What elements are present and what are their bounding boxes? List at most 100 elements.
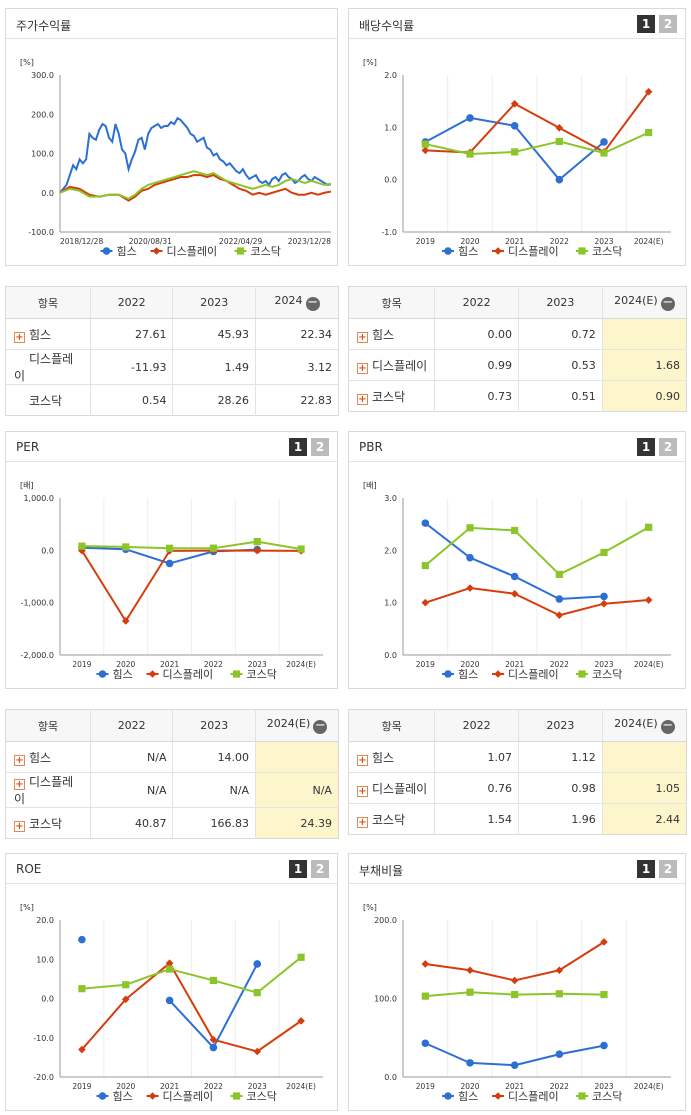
y-tick-label: 0.0: [384, 176, 397, 185]
data-point: [510, 121, 519, 130]
data-point: [555, 966, 564, 975]
expand-plus-icon[interactable]: +: [357, 754, 368, 766]
y-tick-label: 3.0: [384, 494, 397, 503]
tab-1[interactable]: 1: [637, 860, 655, 878]
y-tick-label: 300.0: [31, 71, 54, 80]
row-label-cell: + 디스플레이: [348, 772, 435, 804]
y-tick-label: 0.0: [41, 995, 54, 1004]
data-point: [78, 985, 86, 993]
y-tick-label: -100.0: [28, 228, 54, 237]
x-tick-label: 2019: [416, 660, 435, 669]
row-label-cell: + 힘스: [5, 318, 91, 350]
collapse-icon[interactable]: −: [660, 718, 675, 734]
data-point: [466, 1059, 474, 1067]
x-tick-label: 2021: [160, 660, 179, 669]
legend-label-2: 디스플레이: [508, 245, 559, 258]
series-segment: [469, 1061, 515, 1067]
legend-marker: [98, 670, 107, 678]
data-point: [466, 114, 474, 122]
data-point: [297, 953, 305, 961]
header-label: 항목: [381, 296, 402, 310]
expand-plus-icon[interactable]: +: [357, 816, 368, 828]
collapse-icon[interactable]: −: [660, 295, 675, 311]
data-point: [421, 598, 430, 607]
collapse-icon[interactable]: −: [313, 718, 328, 734]
data-point: [421, 519, 430, 527]
x-tick-label: 2019: [416, 237, 435, 246]
series-segment: [168, 999, 215, 1049]
x-tick-label: 2018/12/28: [60, 237, 103, 246]
expand-plus-icon[interactable]: +: [357, 362, 368, 374]
row-label-cell: + 코스닥: [349, 804, 435, 835]
legend-label-2: 디스플레이: [163, 1090, 214, 1103]
header-label: 2024: [274, 294, 303, 307]
series-segment: [256, 956, 302, 994]
expand-plus-icon[interactable]: +: [14, 754, 25, 766]
data-point: [645, 523, 653, 531]
tab-1[interactable]: 1: [637, 15, 655, 33]
y-tick-label: 2.0: [384, 71, 397, 80]
data-point: [555, 611, 564, 620]
tab-2[interactable]: 2: [659, 15, 677, 33]
header-label: 2023: [546, 719, 575, 732]
row-label: 코스닥: [29, 393, 63, 408]
tab-2[interactable]: 2: [659, 860, 677, 878]
expand-plus-icon[interactable]: +: [357, 393, 368, 405]
row-label: 힘스: [29, 750, 52, 765]
legend-label-1: 힘스: [117, 245, 137, 258]
expand-plus-icon[interactable]: +: [357, 331, 368, 343]
tab-1[interactable]: 1: [637, 438, 655, 456]
data-point: [253, 989, 261, 997]
expand-plus-icon[interactable]: +: [14, 331, 25, 343]
tab-1[interactable]: 1: [289, 438, 307, 456]
data-point: [555, 570, 563, 579]
legend-marker: [494, 1092, 502, 1100]
data-point: [421, 140, 429, 148]
row-label-cell: + 디스플레이: [5, 772, 91, 808]
data-point: [121, 617, 130, 625]
series-segment: [514, 1053, 560, 1067]
series-segment: [469, 969, 515, 982]
collapse-icon[interactable]: −: [305, 295, 320, 311]
table-header: 2023: [172, 286, 256, 319]
table-header: 2022: [89, 709, 173, 742]
x-tick-label: 2023: [594, 1082, 613, 1091]
tab-2[interactable]: 2: [311, 438, 329, 456]
expand-plus-icon[interactable]: +: [357, 785, 368, 797]
expand-plus-icon[interactable]: +: [14, 779, 25, 790]
legend-label-3: 코스닥: [247, 1090, 277, 1103]
row-label-cell: 코스닥: [6, 385, 91, 416]
data-point: [78, 546, 86, 555]
expand-plus-icon[interactable]: +: [14, 820, 25, 832]
data-point: [510, 572, 519, 581]
panel-title: 부채비율: [359, 864, 404, 878]
legend-label-3: 코스닥: [247, 668, 277, 681]
series-segment: [514, 992, 560, 996]
value-cell: 1.54: [434, 803, 519, 835]
value-cell: 166.83: [172, 807, 256, 839]
data-point: [555, 595, 564, 603]
series-segment: [81, 983, 126, 990]
series-segment: [559, 992, 605, 996]
x-tick-label: 2020: [460, 660, 479, 669]
data-point: [121, 995, 130, 1004]
y-tick-label: 100.0: [31, 150, 54, 159]
tab-2[interactable]: 2: [659, 438, 677, 456]
table-header: 2022: [89, 286, 173, 319]
data-point: [466, 966, 474, 975]
tab-2[interactable]: 2: [311, 860, 329, 878]
tab-1[interactable]: 1: [289, 860, 307, 878]
stock-return-panel: 주가수익률 [%] 300.0 200.0 100.0 0.0 -100.0 2018/12…: [5, 8, 338, 266]
table-row: + 코스닥 1.54 1.96 2.44: [349, 803, 687, 835]
series-segment: [558, 126, 605, 153]
value-cell: N/A: [89, 741, 173, 773]
series-segment: [256, 1020, 302, 1053]
data-point: [466, 553, 474, 562]
data-point: [297, 545, 305, 553]
data-point: [600, 599, 608, 608]
table-row: 코스닥 0.54 28.26 22.83: [6, 384, 339, 416]
data-point: [421, 992, 429, 1000]
table-header: 2023: [518, 709, 603, 742]
